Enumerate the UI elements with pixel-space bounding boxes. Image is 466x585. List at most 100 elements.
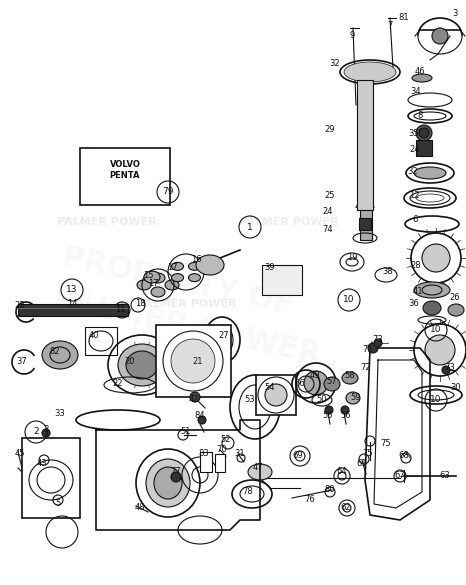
Text: 75: 75: [363, 449, 373, 459]
Ellipse shape: [126, 351, 158, 379]
Circle shape: [368, 343, 378, 353]
Text: 38: 38: [383, 267, 393, 277]
Text: 2: 2: [33, 428, 39, 436]
Text: 9: 9: [350, 30, 355, 40]
Text: 78: 78: [243, 487, 254, 497]
Text: 13: 13: [66, 285, 78, 294]
Circle shape: [442, 366, 450, 374]
Text: 25: 25: [325, 191, 335, 201]
Circle shape: [422, 244, 450, 272]
Text: 71: 71: [363, 346, 373, 355]
Text: 21: 21: [193, 357, 203, 366]
Ellipse shape: [171, 262, 184, 270]
Ellipse shape: [324, 377, 340, 391]
Text: 49: 49: [310, 371, 320, 380]
Text: 63: 63: [439, 472, 450, 480]
Text: 58: 58: [345, 371, 355, 380]
Text: 43: 43: [37, 459, 48, 469]
Text: 10: 10: [430, 325, 442, 335]
Text: 80: 80: [325, 486, 336, 494]
Text: 73: 73: [445, 363, 455, 373]
Text: 57: 57: [327, 377, 337, 387]
Ellipse shape: [416, 125, 432, 141]
Ellipse shape: [171, 274, 184, 281]
Text: PALMER POWER: PALMER POWER: [57, 217, 157, 228]
Text: 47: 47: [253, 463, 263, 473]
Ellipse shape: [419, 128, 429, 138]
Text: 23: 23: [15, 301, 25, 311]
Circle shape: [171, 472, 181, 482]
Text: 69: 69: [293, 452, 303, 460]
Text: 10: 10: [343, 295, 355, 305]
Text: 8: 8: [418, 111, 423, 119]
Ellipse shape: [151, 287, 165, 297]
Text: 72: 72: [361, 363, 371, 373]
Bar: [416, 140, 432, 156]
Text: 33: 33: [55, 408, 65, 418]
Bar: [360, 210, 372, 240]
Bar: [18, 304, 128, 316]
Bar: [85, 327, 117, 355]
Ellipse shape: [144, 271, 160, 283]
Text: 67: 67: [395, 472, 405, 480]
Text: 12: 12: [409, 191, 419, 201]
Text: 39: 39: [265, 263, 275, 273]
Bar: [80, 148, 170, 205]
Text: 66: 66: [295, 380, 305, 388]
Text: 26: 26: [450, 292, 460, 301]
Text: 70: 70: [217, 446, 227, 455]
Text: 34: 34: [411, 88, 421, 97]
Text: 55: 55: [323, 411, 333, 421]
Text: PALMER POWER: PALMER POWER: [137, 299, 236, 309]
Text: 10: 10: [430, 395, 442, 404]
Ellipse shape: [412, 74, 432, 82]
Text: 19: 19: [347, 253, 357, 263]
Circle shape: [42, 429, 50, 437]
Text: 31: 31: [235, 449, 245, 459]
Text: 68: 68: [398, 452, 409, 460]
Text: 24: 24: [323, 207, 333, 215]
Text: 56: 56: [341, 411, 351, 421]
Ellipse shape: [165, 280, 179, 290]
Text: 82: 82: [50, 347, 60, 356]
Text: 35: 35: [409, 129, 419, 137]
Text: 20: 20: [125, 357, 135, 366]
Circle shape: [190, 392, 200, 402]
Text: 64: 64: [337, 467, 347, 477]
Circle shape: [341, 406, 349, 414]
Text: 3: 3: [452, 9, 458, 19]
Ellipse shape: [432, 28, 448, 44]
Ellipse shape: [196, 255, 224, 275]
Circle shape: [374, 339, 382, 347]
Ellipse shape: [265, 384, 287, 406]
Text: 48: 48: [135, 504, 145, 512]
Text: 61: 61: [356, 459, 367, 469]
Text: 81: 81: [399, 13, 409, 22]
Text: 3: 3: [43, 425, 48, 435]
Text: 59: 59: [351, 394, 361, 402]
Text: 36: 36: [409, 298, 419, 308]
Text: PROPERTY OF: PROPERTY OF: [58, 242, 296, 319]
Text: 50: 50: [317, 395, 327, 404]
Text: 11: 11: [115, 305, 125, 314]
Bar: [200, 452, 212, 472]
Text: 76: 76: [305, 495, 315, 504]
Text: 41: 41: [413, 287, 423, 295]
Bar: [215, 454, 225, 472]
Bar: [262, 265, 302, 295]
Circle shape: [325, 406, 333, 414]
Text: 54: 54: [265, 384, 275, 393]
Circle shape: [198, 416, 206, 424]
Text: 77: 77: [171, 467, 181, 477]
Ellipse shape: [188, 262, 200, 270]
Ellipse shape: [414, 282, 450, 298]
Text: 1: 1: [247, 222, 253, 232]
Text: 75: 75: [381, 439, 391, 449]
Ellipse shape: [171, 339, 215, 383]
Text: 37: 37: [17, 357, 27, 366]
Text: 30: 30: [451, 384, 461, 393]
Text: 62: 62: [341, 504, 351, 512]
Text: 46: 46: [415, 67, 425, 77]
Text: PALMER POWER: PALMER POWER: [239, 217, 339, 228]
Ellipse shape: [146, 459, 190, 507]
